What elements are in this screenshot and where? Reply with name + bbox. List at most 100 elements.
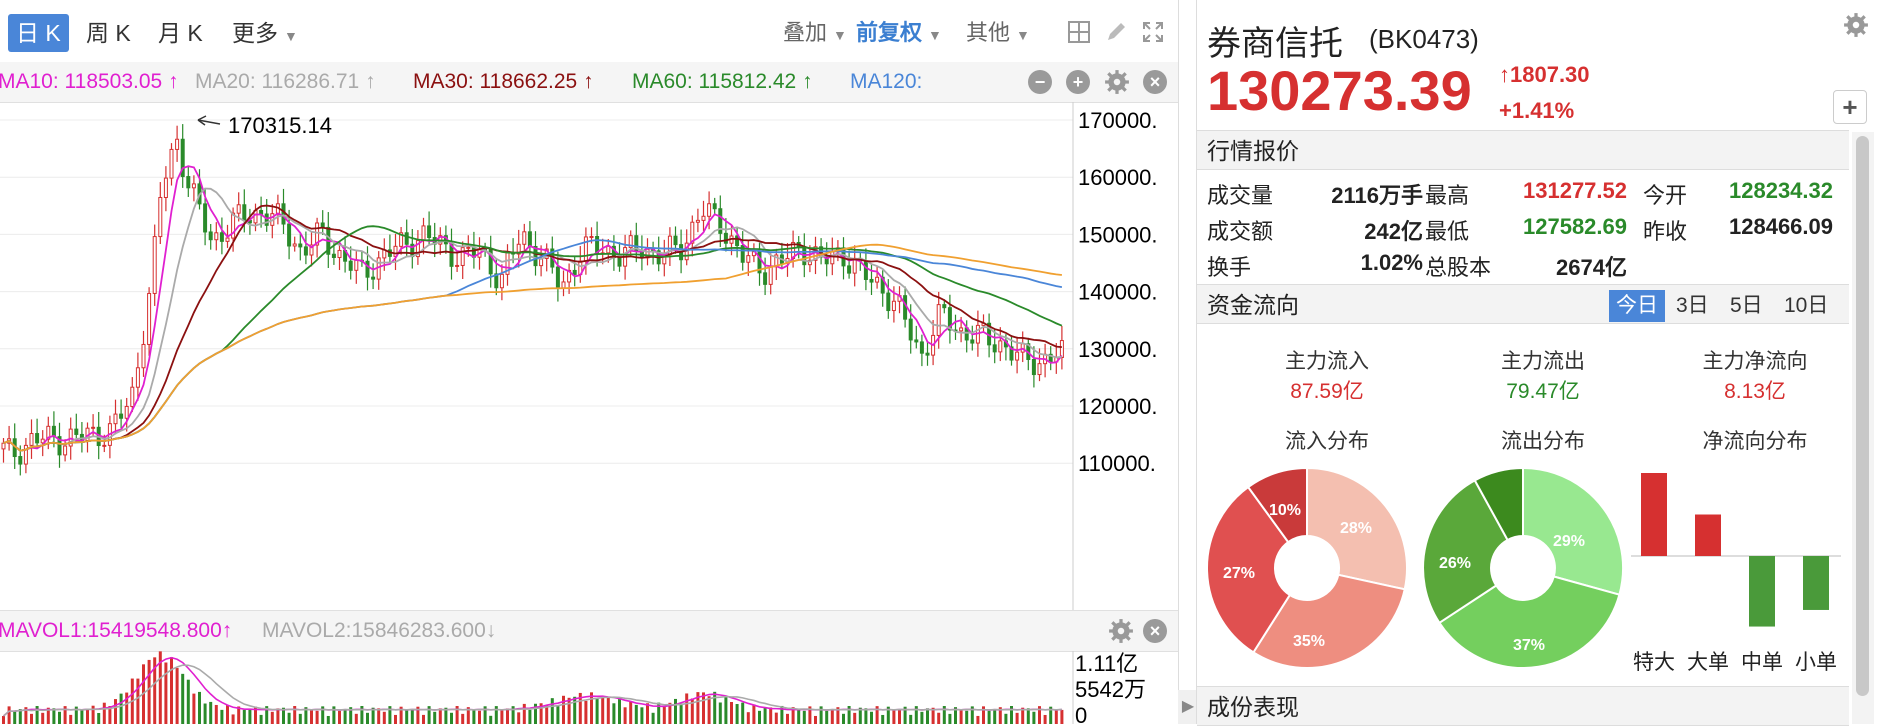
volume-bar xyxy=(774,712,778,724)
volume-bar xyxy=(433,711,437,724)
candle-body xyxy=(191,183,196,189)
volume-bar xyxy=(998,707,1002,724)
volume-bar xyxy=(791,707,795,724)
volume-bar xyxy=(198,691,201,724)
volume-bar xyxy=(298,713,302,724)
draw-pen-icon[interactable] xyxy=(1103,20,1129,46)
outflow-pct: 29% xyxy=(1553,533,1585,550)
volume-bar xyxy=(304,707,308,724)
volume-bar xyxy=(550,698,554,724)
candle-body xyxy=(421,225,426,242)
period-week-k[interactable]: 周 K xyxy=(86,20,131,46)
candle-body xyxy=(63,445,68,456)
volume-bar xyxy=(909,714,913,724)
candle-body xyxy=(365,260,370,278)
vol-axis-top: 1.11亿 xyxy=(1075,651,1138,676)
other-dropdown[interactable]: 其他 ▼ xyxy=(966,14,1030,52)
panel-settings-gear-icon[interactable] xyxy=(1843,12,1869,43)
volume-bar xyxy=(186,679,190,724)
period-day-k[interactable]: 日 K xyxy=(8,14,69,52)
vol-close-icon[interactable]: × xyxy=(1143,619,1167,643)
period-more-dropdown[interactable]: 更多 ▼ xyxy=(224,14,306,52)
volume-bar xyxy=(786,713,789,724)
candle-body xyxy=(970,339,975,344)
net-cat-label: 中单 xyxy=(1741,651,1783,674)
volume-bar xyxy=(209,701,213,724)
scrollbar-thumb[interactable] xyxy=(1856,136,1869,696)
grid-layout-icon[interactable] xyxy=(1066,20,1092,46)
adjust-label: 前复权 xyxy=(856,20,923,45)
tab-today[interactable]: 今日 xyxy=(1609,290,1665,322)
candle-body xyxy=(830,251,835,265)
volume-bar xyxy=(881,714,885,724)
vol-settings-gear-icon[interactable] xyxy=(1108,618,1134,649)
volume-bar xyxy=(640,707,644,724)
candle-body xyxy=(617,257,622,267)
net-cat-label: 大单 xyxy=(1687,651,1729,674)
candle-body xyxy=(147,292,152,345)
candle-body xyxy=(533,245,538,267)
adjust-dropdown[interactable]: 前复权 ▼ xyxy=(856,14,942,52)
volume-bar xyxy=(1038,706,1041,724)
volume-bar xyxy=(612,703,616,724)
volume-bar xyxy=(136,678,140,724)
candle-body xyxy=(807,259,812,266)
candle-body xyxy=(219,232,224,242)
zoom-in-icon[interactable]: + xyxy=(1066,70,1090,94)
components-header[interactable]: 成份表现 xyxy=(1197,686,1849,726)
volume-bar xyxy=(931,707,935,724)
volume-bar xyxy=(875,706,879,724)
candle-body xyxy=(163,177,168,198)
ma20-value: MA20: 116286.71 ↑ xyxy=(195,70,376,93)
fullscreen-icon[interactable] xyxy=(1140,20,1166,46)
candle-body xyxy=(936,304,941,336)
volume-bar xyxy=(506,708,509,724)
overlay-dropdown[interactable]: 叠加 ▼ xyxy=(783,14,847,52)
outflow-slice-large xyxy=(1438,575,1621,669)
volume-bar xyxy=(948,713,952,724)
volume-bar xyxy=(830,709,834,724)
zoom-out-icon[interactable]: − xyxy=(1028,70,1052,94)
volume-bar xyxy=(920,711,924,724)
volume-bar xyxy=(164,662,168,724)
volume-bar xyxy=(724,696,728,724)
volume-bar xyxy=(461,713,465,724)
ma-settings-gear-icon[interactable] xyxy=(1104,69,1130,100)
volume-bar xyxy=(562,695,565,724)
period-month-k[interactable]: 月 K xyxy=(158,20,203,46)
quote-panel-scrollbar[interactable] xyxy=(1852,132,1874,724)
volume-bar xyxy=(2,716,5,724)
volume-bar xyxy=(377,708,381,724)
candle-body xyxy=(1015,351,1020,361)
candle-body xyxy=(180,138,185,178)
tab-3day[interactable]: 3日 xyxy=(1676,294,1709,317)
volume-bar xyxy=(489,715,493,724)
candle-body xyxy=(1059,340,1064,358)
quote-section-header: 行情报价 xyxy=(1197,130,1849,170)
close-icon[interactable]: × xyxy=(1143,70,1167,94)
volume-bar xyxy=(758,710,761,724)
volume-bar xyxy=(858,707,862,724)
volume-bar xyxy=(332,706,336,724)
volume-bar xyxy=(214,704,218,724)
add-watchlist-button[interactable]: + xyxy=(1833,90,1867,124)
volume-bar xyxy=(248,709,252,724)
quote-label: 最低 xyxy=(1425,219,1470,244)
volume-bar xyxy=(259,714,263,724)
main-inflow-value: 87.59亿 xyxy=(1290,380,1364,403)
volume-chart[interactable]: 1.11亿 5542万 0 xyxy=(0,651,1178,724)
tab-10day[interactable]: 10日 xyxy=(1784,294,1829,317)
candle-body xyxy=(175,138,180,150)
volume-bar xyxy=(192,693,196,724)
outflow-dist-label: 流出分布 xyxy=(1501,430,1585,453)
volume-bar xyxy=(746,712,750,724)
volume-bar xyxy=(321,706,325,724)
main-inflow-label: 主力流入 xyxy=(1285,350,1369,373)
volume-bar xyxy=(618,698,621,724)
kline-chart[interactable]: 170315.14 170000. 160000. 150000. 140000. 13… xyxy=(0,102,1178,610)
price-axis-label: 150000. xyxy=(1078,222,1158,247)
candle-body xyxy=(460,247,465,266)
tab-5day[interactable]: 5日 xyxy=(1730,294,1763,317)
candle-body xyxy=(415,240,420,258)
volume-bar xyxy=(545,705,549,724)
